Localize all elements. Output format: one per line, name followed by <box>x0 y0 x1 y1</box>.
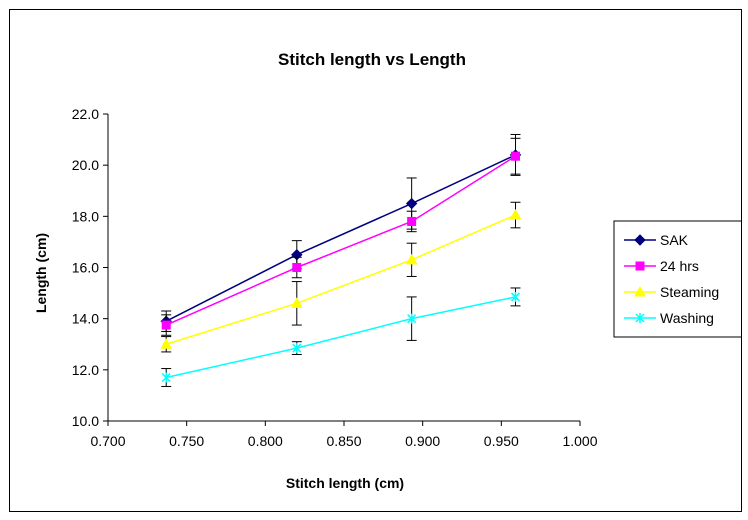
y-tick-label: 20.0 <box>72 157 99 173</box>
data-point <box>405 253 418 265</box>
legend-marker <box>634 285 646 297</box>
data-point <box>510 291 521 302</box>
data-point <box>160 338 173 349</box>
series-2 <box>160 201 522 353</box>
x-tick-label: 0.750 <box>169 433 204 449</box>
y-tick-label: 18.0 <box>72 208 99 224</box>
x-axis-title: Stitch length (cm) <box>286 475 404 491</box>
axes: 10.0 12.0 14.0 16.0 18.0 20.0 22.0 0.700 0.750 0.… <box>72 106 598 449</box>
chart-title: Stitch length vs Length <box>278 50 466 69</box>
y-tick-label: 14.0 <box>72 311 99 327</box>
data-point <box>510 151 520 161</box>
x-tick-label: 1.000 <box>562 433 597 449</box>
data-point <box>290 297 303 308</box>
series-line <box>165 154 516 322</box>
y-tick-label: 12.0 <box>72 362 99 378</box>
data-marks <box>160 133 522 387</box>
series-line <box>165 155 516 326</box>
data-point <box>509 209 522 220</box>
y-axis-title: Length (cm) <box>33 233 49 313</box>
series-line <box>165 214 516 345</box>
series-3 <box>161 287 521 387</box>
data-point <box>292 343 302 354</box>
x-tick-label: 0.900 <box>405 433 440 449</box>
legend-marker <box>634 234 646 246</box>
series-line <box>166 296 516 379</box>
series-1 <box>161 137 521 336</box>
legend-label: Washing <box>660 310 714 326</box>
legend-label: SAK <box>660 232 689 248</box>
x-tick-label: 0.700 <box>90 433 125 449</box>
data-point <box>407 216 417 226</box>
data-point <box>161 320 171 330</box>
chart-frame: Stitch length vs Length 10.0 12.0 14.0 16.0… <box>9 9 742 512</box>
legend-marker <box>635 261 645 271</box>
legend-marker <box>635 313 645 323</box>
legend-label: Steaming <box>660 284 719 300</box>
x-tick-label: 0.950 <box>484 433 519 449</box>
data-point <box>292 263 302 272</box>
legend-label: 24 hrs <box>660 258 699 274</box>
data-point <box>161 372 171 383</box>
y-tick-label: 10.0 <box>72 413 99 429</box>
legend: SAK 24 hrs Steaming Washing <box>613 220 741 338</box>
x-tick-label: 0.800 <box>248 433 283 449</box>
data-point <box>407 313 417 324</box>
line-chart: Stitch length vs Length 10.0 12.0 14.0 16.0… <box>33 50 741 491</box>
y-tick-label: 16.0 <box>72 260 99 276</box>
x-tick-label: 0.850 <box>326 433 361 449</box>
series-0 <box>160 133 522 332</box>
data-point <box>405 197 418 210</box>
y-tick-label: 22.0 <box>72 106 99 122</box>
